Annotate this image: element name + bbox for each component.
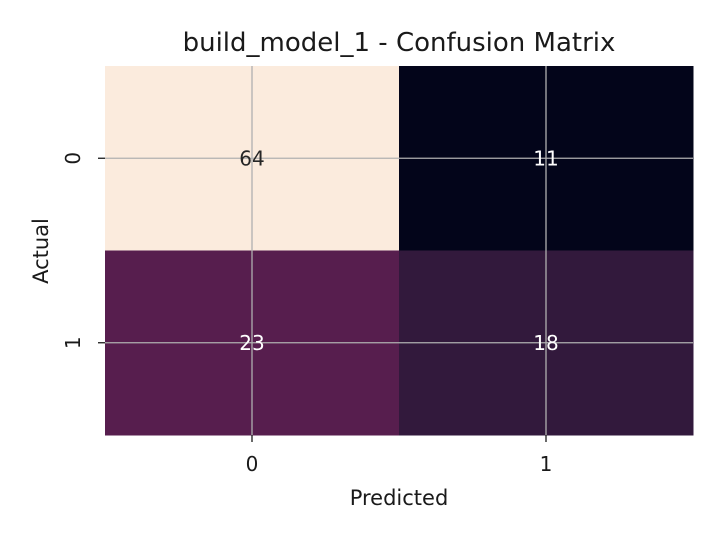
heatmap-cells	[105, 66, 694, 436]
axis-ticks: 0 1 0 1	[61, 152, 552, 476]
cell-value-label: 18	[533, 331, 558, 355]
cell-value-label: 23	[239, 331, 264, 355]
x-tick-label: 1	[540, 452, 553, 476]
x-axis-label: Predicted	[350, 486, 449, 510]
y-axis-label: Actual	[29, 218, 53, 284]
cell-value-label: 11	[533, 146, 558, 170]
grid-lines	[105, 66, 693, 435]
x-tick-label: 0	[246, 452, 259, 476]
chart-title: build_model_1 - Confusion Matrix	[183, 28, 616, 58]
y-tick-label: 1	[61, 336, 85, 349]
cell-annotations: 64 11 23 18	[239, 146, 558, 355]
y-tick-label: 0	[61, 152, 85, 165]
cell-value-label: 64	[239, 146, 264, 170]
